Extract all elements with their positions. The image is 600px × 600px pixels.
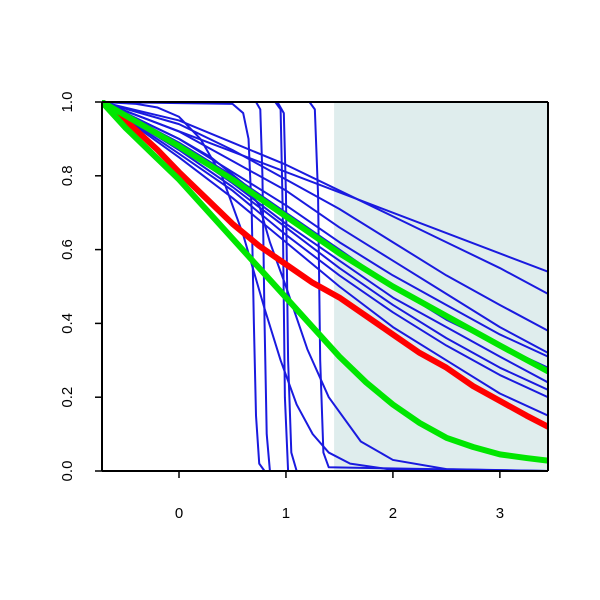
x-tick-label: 0 — [175, 505, 183, 522]
series-line-19 — [102, 100, 548, 464]
series-line-15 — [102, 101, 548, 332]
series-line-18 — [102, 100, 548, 430]
x-tick-label: 1 — [282, 505, 290, 522]
series-line-16 — [102, 101, 548, 295]
y-tick-label: 0.2 — [59, 387, 76, 408]
y-tick-label: 0.6 — [59, 239, 76, 260]
x-tick-label: 3 — [496, 505, 504, 522]
series-line-17 — [102, 101, 548, 273]
y-tick-label: 0.0 — [59, 461, 76, 482]
series-line-6 — [102, 101, 548, 472]
axis-layer: 0 1 2 3 0.0 0.2 0.4 0.6 0.8 1.0 — [59, 92, 549, 522]
series-line-9 — [102, 101, 548, 391]
series-line-5 — [102, 101, 548, 472]
series-layer — [102, 100, 548, 472]
series-line-14 — [102, 101, 548, 354]
series-line-4 — [102, 101, 548, 472]
y-tick-label: 0.4 — [59, 313, 76, 334]
series-line-13 — [102, 101, 548, 358]
series-line-11 — [102, 101, 548, 417]
y-tick-label: 1.0 — [59, 92, 76, 113]
x-tick-label: 2 — [389, 505, 397, 522]
y-tick-label: 0.8 — [59, 165, 76, 186]
series-line-20 — [102, 100, 548, 375]
series-line-10 — [102, 101, 548, 399]
